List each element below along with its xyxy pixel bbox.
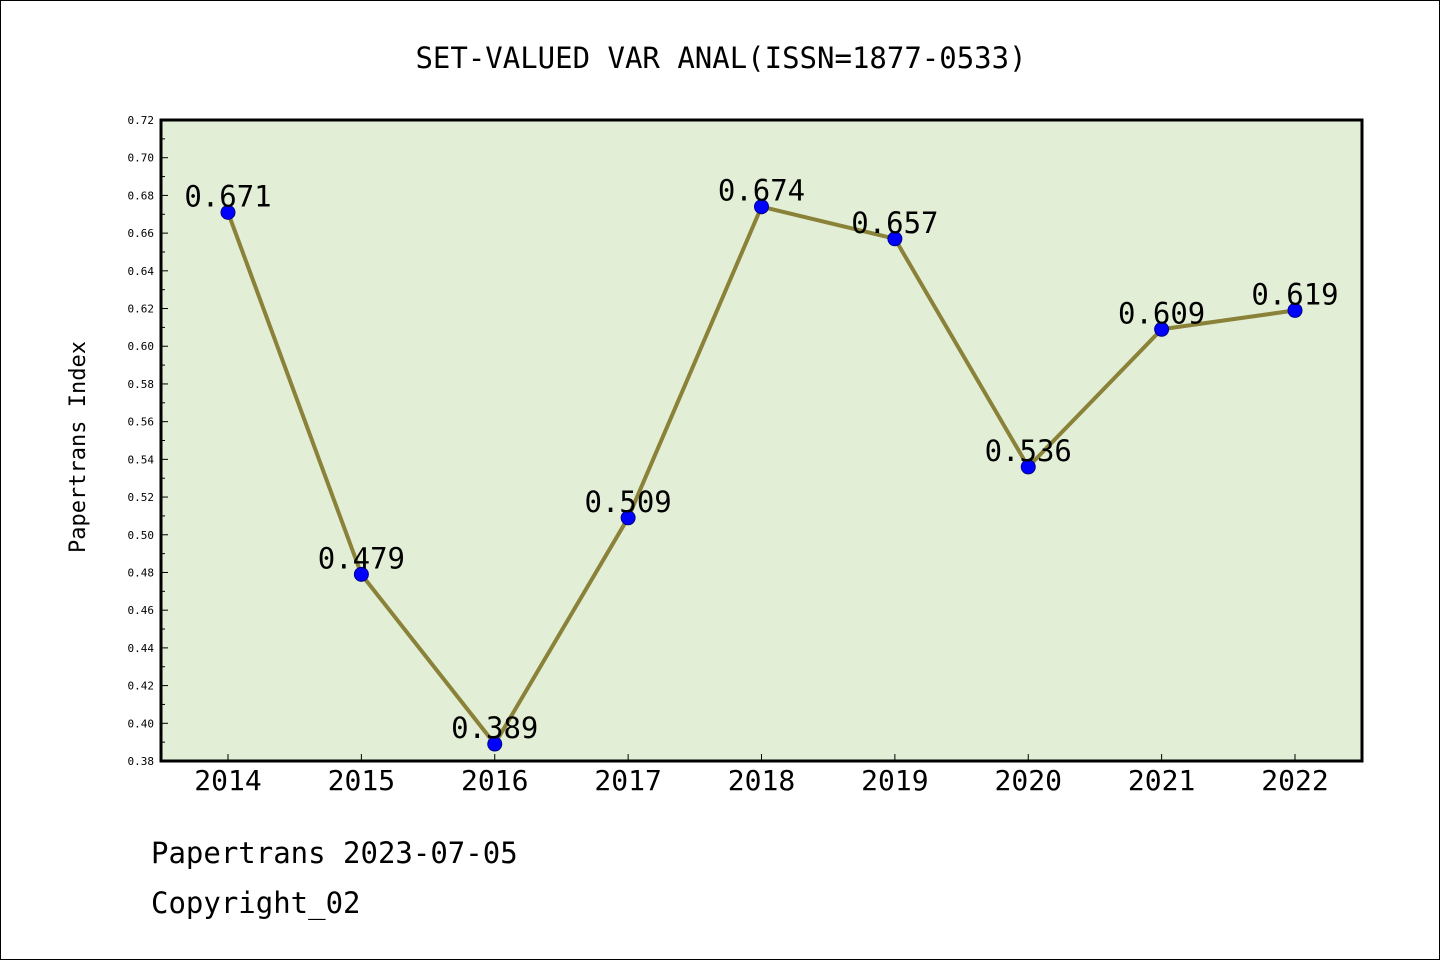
footer-date-text: Papertrans 2023-07-05 [151,836,518,870]
y-tick-label: 0.52 [128,491,155,504]
data-label: 0.619 [1251,277,1338,311]
series: 0.671 0.479 0.389 0.509 0.674 0.657 0.536 0.609… [184,174,1339,752]
data-point [620,510,636,526]
data-point [1154,321,1170,337]
data-label: 0.609 [1118,296,1205,330]
data-point [487,736,503,752]
data-label: 0.657 [851,206,938,240]
y-tick-label: 0.58 [128,378,155,391]
x-tick-label: 2017 [594,764,661,797]
y-tick-label: 0.46 [128,604,155,617]
y-tick-label: 0.64 [128,265,155,278]
data-label: 0.671 [184,179,271,213]
y-tick-label: 0.38 [128,755,155,768]
y-tick-label: 0.56 [128,416,155,429]
data-label: 0.479 [318,541,405,575]
x-tick-label: 2015 [328,764,395,797]
data-point [754,199,769,215]
x-axis: 2014 2015 2016 2017 2018 2019 2020 2021 2022 [194,754,1329,797]
chart-title: SET-VALUED VAR ANAL(ISSN=1877-0533) [415,41,1026,75]
x-tick-label: 2014 [194,764,261,797]
y-tick-label: 0.68 [128,189,155,202]
x-tick-label: 2022 [1261,764,1328,797]
y-tick-label: 0.44 [128,642,155,655]
y-tick-label: 0.50 [128,529,155,542]
x-tick-label: 2019 [861,764,928,797]
plot-area [159,118,1364,763]
data-point [1287,302,1303,318]
data-point [353,566,369,582]
data-label: 0.509 [584,485,671,519]
y-axis-label: Papertrans Index [66,341,91,553]
data-label: 0.536 [985,434,1072,468]
y-tick-label: 0.66 [128,227,155,240]
y-tick-label: 0.70 [128,152,155,165]
data-point [220,204,236,220]
data-point [887,231,903,247]
y-tick-label: 0.60 [128,340,155,353]
y-tick-label: 0.40 [128,717,155,730]
y-tick-label: 0.72 [128,114,155,127]
y-tick-label: 0.48 [128,566,155,579]
x-tick-label: 2018 [728,764,795,797]
data-label: 0.674 [718,174,805,208]
x-tick-label: 2021 [1128,764,1195,797]
x-tick-label: 2016 [461,764,528,797]
footer-copyright-text: Copyright_02 [151,886,361,920]
y-tick-label: 0.62 [128,303,155,316]
data-point [1020,459,1036,475]
x-tick-label: 2020 [995,764,1062,797]
y-tick-label: 0.54 [128,453,155,466]
y-tick-label: 0.42 [128,680,155,693]
data-label: 0.389 [451,711,538,745]
y-axis: 0.38 0.40 0.42 0.44 0.46 0.48 0.50 0.52 0.54 0.56… [128,114,168,768]
